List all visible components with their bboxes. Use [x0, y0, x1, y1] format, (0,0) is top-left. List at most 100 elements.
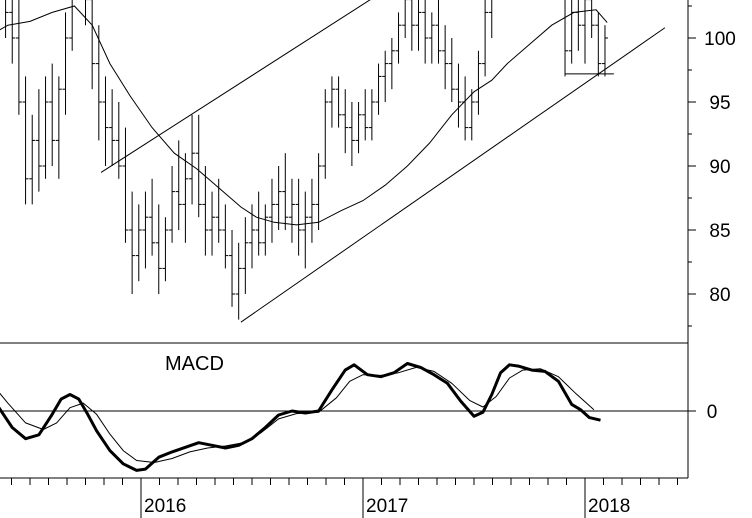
ohlc-bar: [408, 0, 415, 51]
ohlc-bar: [209, 191, 216, 256]
ohlc-bar: [442, 25, 449, 90]
ohlc-bar: [362, 89, 369, 141]
price-panel: [0, 0, 666, 323]
ohlc-bar: [328, 76, 335, 128]
price-y-tick-label: 80: [709, 285, 730, 306]
ohlc-bar: [415, 0, 422, 51]
macd-label: MACD: [165, 353, 224, 375]
ohlc-bar: [295, 178, 302, 256]
macd-signal-line: [0, 366, 595, 463]
ohlc-bar: [462, 76, 469, 141]
ohlc-bar: [229, 230, 236, 307]
ohlc-bar: [422, 0, 429, 64]
ohlc-bar: [89, 0, 96, 90]
ohlc-bar: [235, 242, 242, 320]
ohlc-bar: [249, 204, 255, 269]
ohlc-bar: [335, 76, 342, 128]
ohlc-bar: [268, 178, 275, 243]
price-plot-area: [0, 0, 666, 323]
ohlc-bar: [149, 178, 156, 256]
ohlc-bar: [5, 0, 9, 38]
ohlc-bar: [455, 63, 462, 128]
ohlc-bar: [69, 0, 73, 51]
ohlc-bar: [315, 153, 322, 230]
ohlc-bar: [49, 63, 56, 166]
ohlc-bar: [475, 50, 482, 115]
ohlc-bar: [169, 166, 176, 243]
ohlc-bar: [162, 217, 169, 282]
ohlc-bar: [388, 38, 395, 90]
ohlc-bar: [395, 12, 402, 64]
ohlc-bar: [175, 140, 182, 230]
ohlc-bar: [9, 0, 16, 64]
price-y-tick-label: 95: [709, 93, 730, 114]
chart-frame: 808590951001051100: [0, 0, 736, 479]
macd-plot-area: [0, 362, 688, 472]
ohlc-bar: [255, 191, 262, 256]
ohlc-bar: [109, 89, 116, 166]
ohlc-bar: [368, 89, 375, 141]
ohlc-bar: [115, 102, 122, 179]
ohlc-bar: [262, 204, 269, 256]
ohlc-bar: [282, 153, 289, 230]
ohlc-bar: [42, 76, 49, 179]
ohlc-bar: [55, 76, 62, 179]
ohlc-bar: [588, 0, 595, 38]
ohlc-bar: [428, 12, 435, 64]
ohlc-bar: [62, 12, 69, 115]
ohlc-bar: [135, 204, 142, 282]
x-year-label: 2017: [366, 496, 408, 517]
ohlc-bar: [222, 204, 229, 269]
ohlc-bar: [575, 0, 582, 51]
price-y-tick-label: 90: [709, 157, 730, 178]
ohlc-bar: [375, 63, 382, 115]
ohlc-bar: [322, 89, 329, 179]
ohlc-bar: [302, 191, 309, 269]
ohlc-bar: [448, 38, 455, 102]
ohlc-bar: [15, 0, 22, 115]
x-axis: 2016 2017 2018: [11, 478, 678, 518]
price-y-tick-label: 85: [709, 221, 730, 242]
ohlc-bar: [564, 0, 569, 77]
price-y-tick-label: 100: [704, 29, 736, 50]
ohlc-bar: [582, 0, 588, 64]
ohlc-bar: [288, 178, 295, 243]
ohlc-bar: [102, 76, 109, 166]
ohlc-bar: [35, 89, 42, 192]
macd-y-tick-label: 0: [707, 402, 718, 423]
ohlc-bar: [195, 114, 202, 218]
ohlc-bar: [29, 114, 36, 205]
ohlc-bar: [275, 166, 282, 230]
ohlc-bar: [189, 114, 196, 205]
ohlc-bar: [85, 0, 89, 26]
x-year-label: 2016: [144, 496, 186, 517]
ohlc-bar: [155, 204, 162, 294]
ohlc-bar: [202, 166, 209, 256]
ohlc-bar: [488, 0, 493, 38]
ohlc-bar: [482, 0, 489, 77]
ohlc-bar: [242, 217, 249, 294]
ohlc-bar: [308, 178, 315, 243]
ohlc-bar: [348, 102, 355, 166]
ohlc-bar: [342, 89, 349, 154]
ohlc-bar: [142, 191, 149, 269]
ohlc-bar: [595, 12, 602, 77]
ohlc-bars: [5, 0, 608, 320]
ohlc-bar: [601, 25, 608, 77]
ohlc-bar: [95, 25, 102, 141]
moving-average-line: [0, 5, 608, 226]
ohlc-bar: [402, 0, 409, 38]
macd-line: [0, 362, 601, 472]
ohlc-bar: [129, 191, 136, 294]
ohlc-bar: [22, 76, 29, 205]
ohlc-bar: [382, 50, 389, 102]
trend-channel-upper: [100, 0, 371, 173]
ohlc-bar: [435, 0, 442, 64]
ohlc-bar: [122, 127, 129, 243]
ohlc-bar: [468, 89, 475, 141]
ohlc-bar: [568, 0, 575, 64]
ohlc-bar: [215, 178, 222, 243]
ohlc-bar: [182, 153, 189, 243]
